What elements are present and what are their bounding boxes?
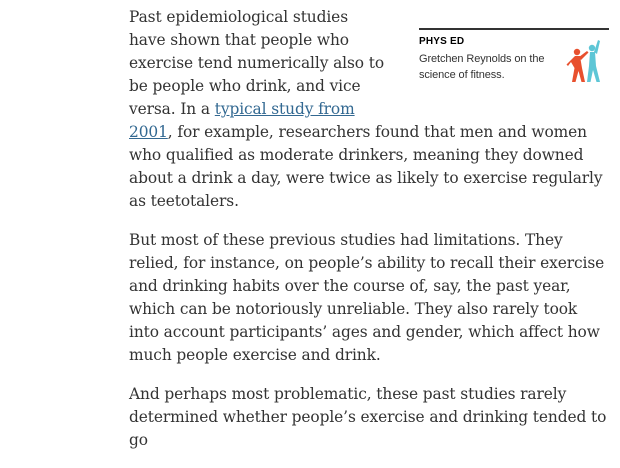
paragraph-1-text-b: , for example, researchers found that me… [129,123,603,210]
article-body: PHYS ED Gretchen Reynolds on the science… [129,6,609,468]
typical-study-link[interactable]: typical study from 2001 [129,100,355,141]
promo-description[interactable]: Gretchen Reynolds on the science of fitn… [419,53,545,81]
paragraph-3: And perhaps most problematic, these past… [129,385,607,449]
phys-ed-promo[interactable]: PHYS ED Gretchen Reynolds on the science… [419,28,609,88]
stretching-figures-icon[interactable] [565,38,605,86]
promo-kicker[interactable]: PHYS ED [419,36,465,47]
paragraph-1: Past epidemiological studies have shown … [129,6,609,213]
paragraph-1-text-a: Past epidemiological studies have shown … [129,8,384,118]
paragraph-2: But most of these previous studies had l… [129,231,605,364]
